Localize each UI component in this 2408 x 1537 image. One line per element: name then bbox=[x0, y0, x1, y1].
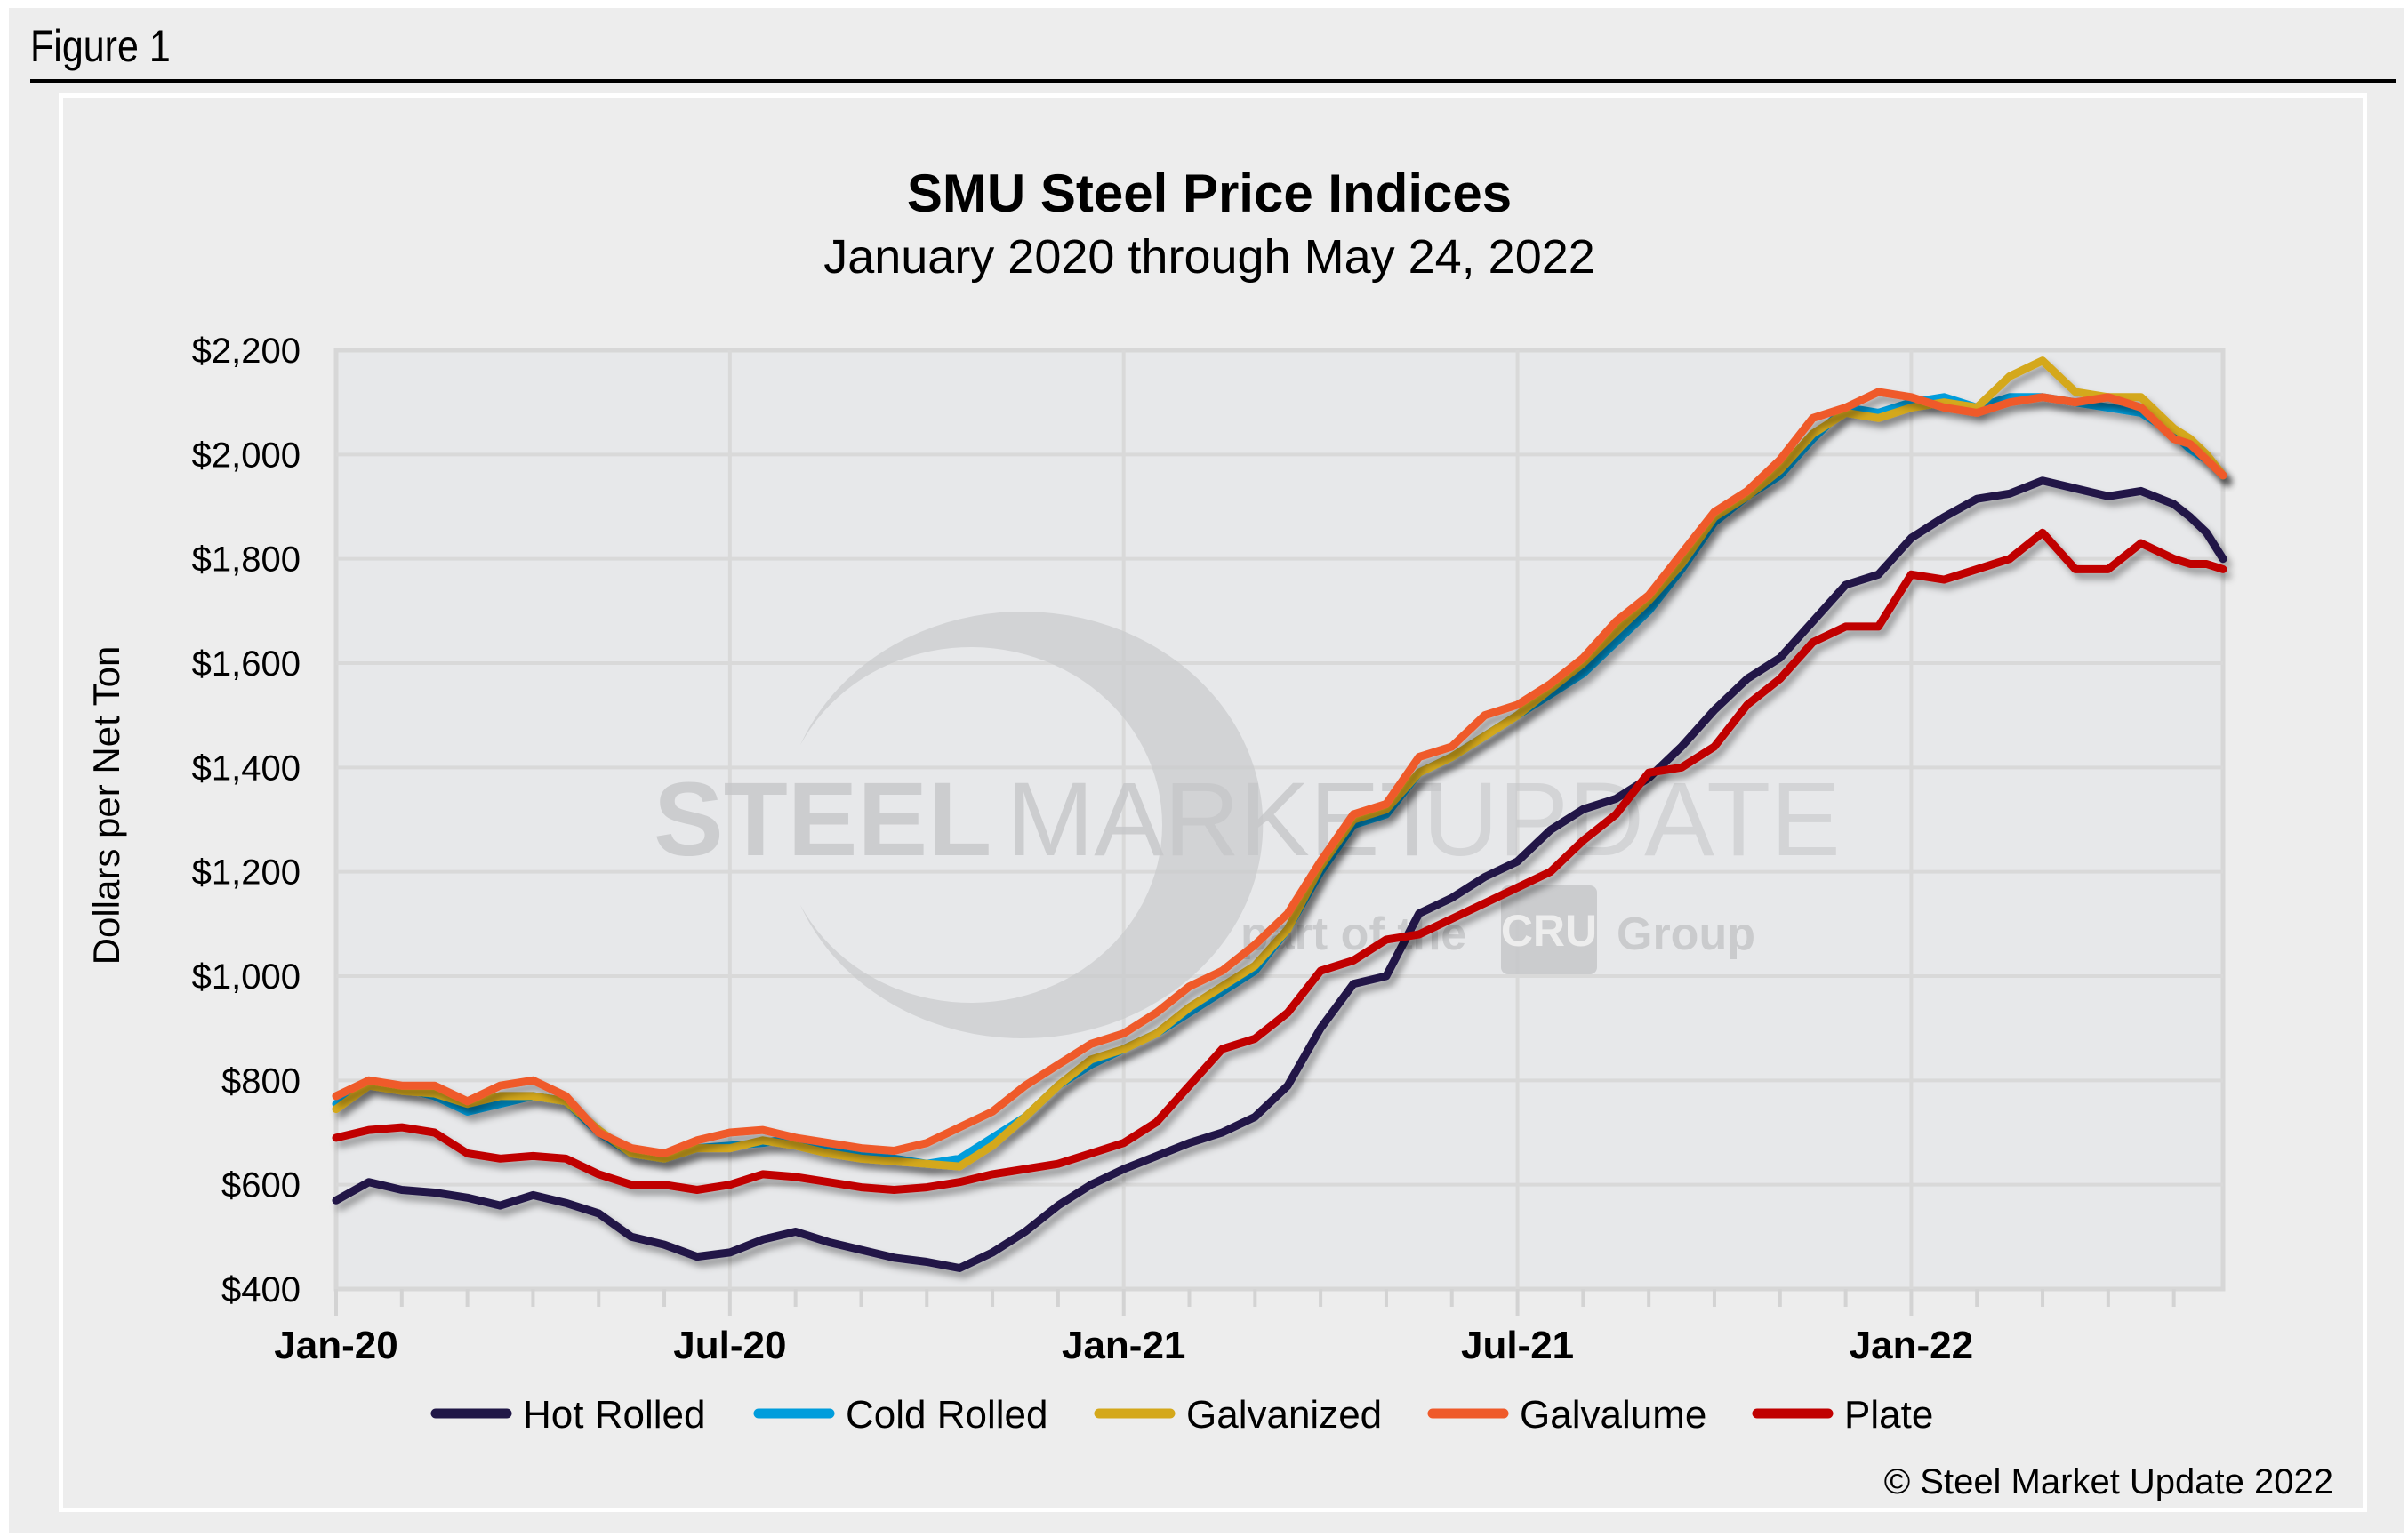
y-tick-label: $400 bbox=[221, 1270, 301, 1309]
chart-subtitle: January 2020 through May 24, 2022 bbox=[823, 230, 1595, 284]
watermark-tagline-post: Group bbox=[1617, 909, 1755, 960]
y-tick-label: $2,000 bbox=[192, 436, 301, 475]
y-tick-label: $1,200 bbox=[192, 853, 301, 893]
chart-title: SMU Steel Price Indices bbox=[907, 164, 1512, 223]
y-tick-label: $1,000 bbox=[192, 957, 301, 997]
legend-label-cold-rolled: Cold Rolled bbox=[846, 1393, 1047, 1437]
plot-area bbox=[333, 348, 2226, 1292]
series-line-hot-rolled bbox=[332, 476, 2227, 1272]
y-tick-label: $1,400 bbox=[192, 748, 301, 788]
legend-label-galvalume: Galvalume bbox=[1520, 1393, 1706, 1437]
x-tick-label: Jan-20 bbox=[274, 1324, 397, 1367]
y-tick-label: $1,600 bbox=[192, 644, 301, 684]
legend-label-galvanized: Galvanized bbox=[1186, 1393, 1382, 1437]
y-axis-label: Dollars per Net Ton bbox=[85, 646, 127, 965]
watermark-brand-light: UPDATE bbox=[1423, 761, 1841, 878]
watermark-crescent-icon bbox=[800, 612, 1264, 1038]
watermark-cru-text: CRU bbox=[1501, 906, 1597, 956]
y-tick-label: $600 bbox=[221, 1166, 301, 1205]
y-tick-label: $1,800 bbox=[192, 540, 301, 580]
copyright-note: © Steel Market Update 2022 bbox=[1884, 1462, 2333, 1501]
series-line-plate bbox=[332, 528, 2227, 1194]
x-tick-label: Jan-22 bbox=[1850, 1324, 1973, 1367]
legend-label-hot-rolled: Hot Rolled bbox=[523, 1393, 705, 1437]
figure-rule bbox=[30, 79, 2396, 83]
y-tick-label: $800 bbox=[221, 1061, 301, 1101]
figure-label: Figure 1 bbox=[30, 21, 171, 71]
y-tick-label: $2,200 bbox=[192, 332, 301, 371]
watermark-cru-logo-icon bbox=[1501, 885, 1597, 974]
y-axis-ticks: $400 $600 $800 $1,000 $1,200 $1,400 $1,600 $1,8… bbox=[192, 332, 301, 1309]
watermark: STEEL MARKET UPDATE part of the CRU Grou… bbox=[654, 612, 1841, 1038]
series-lines bbox=[332, 356, 2227, 1272]
x-axis-ticks: Jan-20 Jul-20 Jan-21 Jul-21 Jan-22 bbox=[274, 1289, 2176, 1367]
legend-label-plate: Plate bbox=[1844, 1393, 1933, 1437]
x-tick-label: Jul-21 bbox=[1461, 1324, 1574, 1367]
watermark-brand-bold: STEEL bbox=[654, 761, 991, 878]
x-tick-label: Jul-20 bbox=[673, 1324, 786, 1367]
series-line-galvalume bbox=[332, 388, 2227, 1157]
series-line-galvanized bbox=[332, 356, 2227, 1171]
legend: Hot Rolled Cold Rolled Galvanized Galvalume… bbox=[430, 1393, 1933, 1437]
gridlines bbox=[336, 350, 2223, 1289]
x-tick-label: Jan-21 bbox=[1062, 1324, 1185, 1367]
